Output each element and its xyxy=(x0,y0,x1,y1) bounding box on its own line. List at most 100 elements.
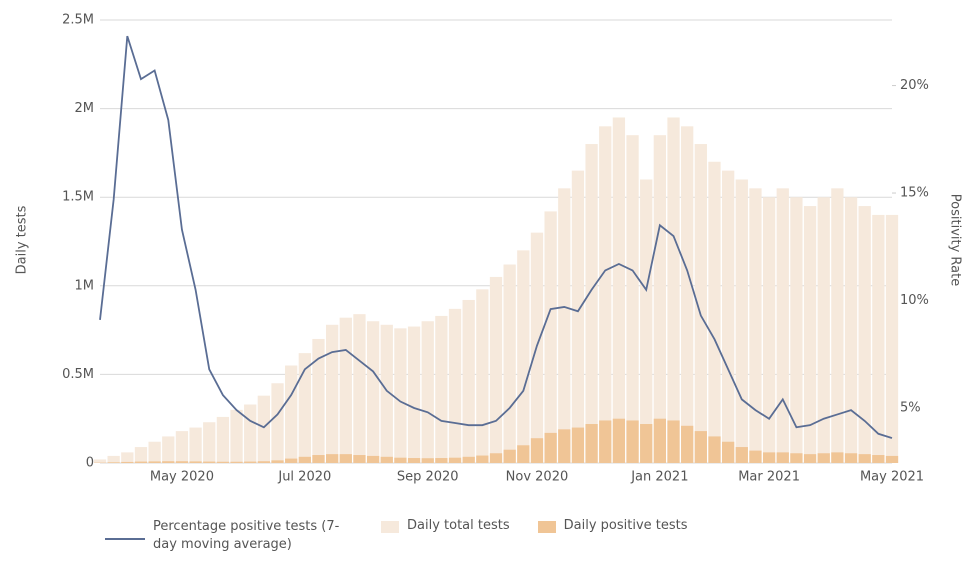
bar xyxy=(585,144,598,464)
bar xyxy=(312,338,325,463)
bar xyxy=(353,314,366,463)
legend-item: Daily total tests xyxy=(381,518,510,554)
y-tick-label: 2M xyxy=(75,101,95,116)
y-tick-label: 2.5M xyxy=(62,13,94,28)
bar xyxy=(203,461,216,463)
y2-tick-label: 20% xyxy=(900,78,929,93)
bar xyxy=(530,438,544,463)
bar xyxy=(476,289,489,463)
bar xyxy=(544,211,557,463)
bar xyxy=(244,461,257,463)
bar xyxy=(121,461,134,463)
bar xyxy=(107,462,120,463)
bar xyxy=(776,188,789,463)
bar xyxy=(544,432,557,463)
bar xyxy=(462,299,475,463)
bar xyxy=(626,420,639,463)
bar xyxy=(749,450,762,463)
bar xyxy=(749,188,762,463)
bar xyxy=(298,456,311,463)
y-axis-label: Daily tests xyxy=(15,205,30,274)
chart: Daily tests Positivity Rate 0 0.5M 1M 1.5M 2… xyxy=(15,13,963,485)
bar xyxy=(285,458,298,463)
bar xyxy=(558,188,571,463)
bar xyxy=(216,461,230,463)
bar xyxy=(121,452,134,463)
bar xyxy=(667,117,680,464)
bar xyxy=(571,170,585,463)
x-tick-label: May 2020 xyxy=(150,470,214,485)
bar xyxy=(885,214,899,463)
bar xyxy=(380,456,393,463)
bar xyxy=(421,458,434,463)
bar xyxy=(257,461,271,463)
bar xyxy=(298,353,311,463)
legend-swatch xyxy=(105,538,145,540)
bar xyxy=(831,452,844,463)
legend-swatch xyxy=(537,521,556,533)
bar xyxy=(435,315,448,463)
x-tick-label: Jan 2021 xyxy=(630,470,688,485)
y2-tick-label: 15% xyxy=(900,186,929,201)
bar xyxy=(353,455,366,463)
y-tick-label: 0.5M xyxy=(62,367,94,382)
bar xyxy=(708,161,721,463)
bar xyxy=(93,459,107,463)
bar xyxy=(762,197,776,463)
y2-tick-label: 5% xyxy=(900,400,921,415)
x-tick-label: Mar 2021 xyxy=(738,470,800,485)
bar xyxy=(148,441,161,463)
bar xyxy=(312,455,325,463)
bar xyxy=(394,457,407,463)
x-tick-label: May 2021 xyxy=(860,470,924,485)
bar xyxy=(653,418,667,463)
bar xyxy=(817,197,830,463)
bar xyxy=(271,383,284,463)
bar xyxy=(612,418,626,463)
bar xyxy=(558,429,571,463)
bar xyxy=(858,454,871,463)
bar xyxy=(735,447,748,463)
bar xyxy=(380,324,393,463)
bar xyxy=(694,144,707,464)
bar xyxy=(872,214,885,463)
bar xyxy=(517,445,530,463)
bar xyxy=(339,454,352,463)
bar xyxy=(134,461,148,463)
y2-axis-label: Positivity Rate xyxy=(948,194,963,286)
bar xyxy=(790,197,803,463)
legend: Percentage positive tests (7-day moving … xyxy=(105,518,716,554)
bar xyxy=(162,436,175,463)
bar xyxy=(858,206,871,463)
bar xyxy=(257,395,271,463)
bar xyxy=(803,206,817,463)
x-tick-label: Nov 2020 xyxy=(506,470,569,485)
bar xyxy=(421,321,434,463)
bar xyxy=(803,454,817,463)
bar xyxy=(216,416,230,463)
bar xyxy=(640,179,653,464)
bar xyxy=(640,424,653,463)
bar xyxy=(148,461,161,463)
bar xyxy=(599,126,612,463)
bar xyxy=(817,453,830,463)
bar xyxy=(244,404,257,463)
y-tick-label: 1.5M xyxy=(62,190,94,205)
bar xyxy=(366,321,380,463)
bar xyxy=(831,188,844,463)
x-tick-label: Jul 2020 xyxy=(277,470,331,485)
bar xyxy=(844,197,858,463)
bar xyxy=(285,365,298,463)
legend-label: Percentage positive tests (7-day moving … xyxy=(153,519,340,552)
bar xyxy=(599,420,612,463)
bar xyxy=(476,455,489,463)
bar xyxy=(626,135,639,463)
bar xyxy=(503,449,516,463)
bar xyxy=(339,317,352,463)
bar xyxy=(107,455,120,463)
legend-label: Daily total tests xyxy=(407,518,510,533)
bar xyxy=(612,117,626,464)
bar xyxy=(653,135,667,463)
bar xyxy=(735,179,748,464)
